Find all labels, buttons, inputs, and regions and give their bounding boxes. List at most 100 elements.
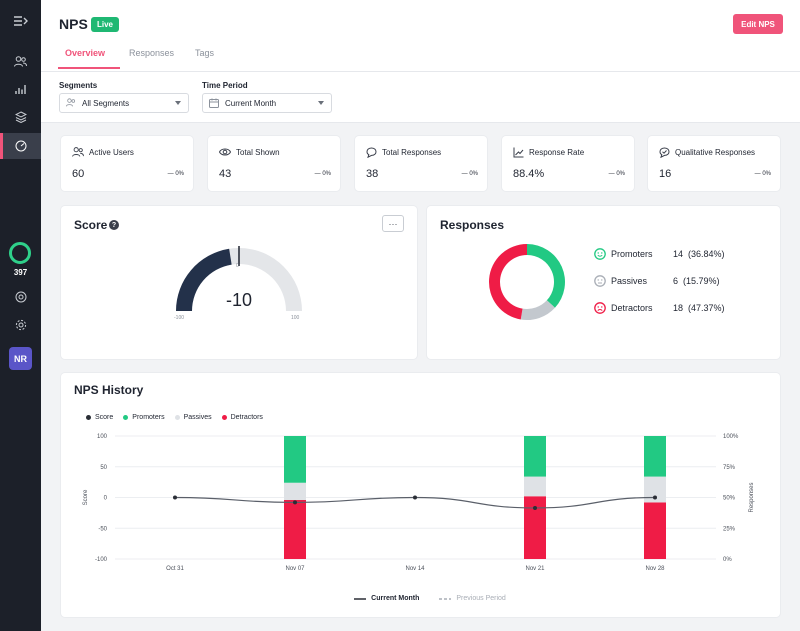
y-axis-label: Score: [83, 489, 89, 505]
score-point: [533, 505, 537, 510]
bar-passives: [644, 476, 666, 503]
score-gauge: [176, 246, 302, 311]
y2-tick-label: 50%: [723, 496, 736, 502]
legend-detractors: Detractors 18 (47.37%): [594, 302, 725, 314]
stat-value: 60: [72, 168, 85, 180]
layers-icon[interactable]: [0, 104, 41, 130]
bar-promoters: [644, 436, 666, 477]
stat-card-response-rate: Response Rate 88.4% — 0%: [502, 136, 634, 191]
calendar-icon: [209, 98, 219, 108]
legend-label: Passives: [183, 414, 212, 421]
y-tick-label: -100: [95, 557, 108, 563]
y-tick-label: -50: [98, 526, 107, 532]
stat-delta-value: 0%: [175, 171, 184, 177]
bar-passives: [284, 482, 306, 500]
page-title: NPS: [59, 16, 88, 32]
stat-value: 43: [219, 168, 232, 180]
stat-value: 16: [659, 168, 672, 180]
x-tick-label: Nov 07: [285, 566, 305, 572]
legend-detractors[interactable]: Detractors: [221, 414, 263, 421]
period-label: Time Period: [202, 81, 248, 90]
legend-label: Score: [95, 414, 114, 421]
edit-nps-button[interactable]: Edit NPS: [733, 14, 783, 34]
tab-overview[interactable]: Overview: [65, 48, 106, 58]
segments-value: All Segments: [82, 98, 130, 108]
stat-delta-value: 0%: [322, 171, 331, 177]
stat-label: Total Responses: [382, 148, 442, 157]
users-icon: [66, 98, 76, 108]
eye-icon: [219, 148, 231, 156]
legend-promoters[interactable]: Promoters: [123, 414, 165, 421]
legend-label: Promoters: [132, 414, 165, 421]
menu-expand-icon[interactable]: [0, 8, 41, 34]
y2-tick-label: 25%: [723, 526, 736, 532]
nps-gauge-icon[interactable]: [0, 133, 41, 159]
legend-current-month[interactable]: Current Month: [354, 595, 419, 602]
tab-tags[interactable]: Tags: [195, 48, 215, 58]
bar-detractors: [284, 499, 306, 559]
stat-delta: — 0%: [608, 171, 625, 177]
bar-detractors: [644, 502, 666, 559]
score-card: Score ? ··· -10 -100 100 0: [61, 206, 417, 359]
gauge-max-label: 100: [291, 315, 300, 321]
progress-count: 397: [13, 268, 28, 277]
stat-card-total-shown: Total Shown 43 — 0%: [208, 136, 340, 191]
users-icon: [72, 147, 84, 157]
more-options-button[interactable]: ···: [382, 215, 404, 232]
avatar[interactable]: NR: [9, 347, 32, 370]
gauge-min-label: -100: [174, 315, 185, 321]
bar-promoters: [284, 436, 306, 483]
help-icon[interactable]: ?: [109, 220, 119, 230]
responses-donut: [489, 244, 565, 320]
y2-axis-label: Responses: [749, 482, 755, 512]
stat-value: 38: [366, 168, 379, 180]
bar-promoters: [524, 436, 546, 477]
help-ring-icon[interactable]: [0, 284, 41, 310]
status-badge: Live: [91, 17, 120, 32]
period-legend: Current Month Previous Period: [61, 595, 799, 602]
score-point: [653, 495, 657, 500]
filter-bar: Segments All Segments Time Period Curren…: [41, 72, 800, 123]
stat-delta: — 0%: [461, 171, 478, 177]
responses-title: Responses: [440, 218, 505, 232]
y-tick-label: 100: [97, 434, 108, 440]
frown-icon: [594, 302, 606, 314]
progress-ring[interactable]: [9, 242, 31, 264]
y2-tick-label: 100%: [723, 434, 739, 440]
comment-icon: [659, 147, 670, 158]
nps-history-chart: 100 50 0 -50 -100 100% 75% 50% 25% 0% Score Respons…: [83, 434, 755, 572]
legend-passives: Passives 6 (15.79%): [594, 275, 720, 287]
donut-slice-detractors: [489, 244, 527, 320]
legend-passives[interactable]: Passives: [174, 414, 212, 421]
chevron-down-icon: [175, 101, 181, 105]
neutral-face-icon: [594, 275, 606, 287]
stat-value: 88.4%: [513, 168, 545, 180]
stat-delta-value: 0%: [469, 171, 478, 177]
period-select[interactable]: Current Month: [202, 93, 332, 113]
gauge-mid-label: 0: [236, 263, 239, 269]
tab-responses[interactable]: Responses: [129, 48, 175, 58]
score-point: [173, 495, 177, 500]
y2-tick-label: 75%: [723, 465, 736, 471]
segments-select[interactable]: All Segments: [59, 93, 189, 113]
settings-icon[interactable]: [0, 312, 41, 338]
stat-label: Qualitative Responses: [675, 148, 756, 157]
stat-card-qualitative-responses: Qualitative Responses 16 — 0%: [648, 136, 780, 191]
bar-chart-icon[interactable]: [0, 76, 41, 102]
bar-passives: [524, 476, 546, 497]
tab-active-indicator: [58, 67, 120, 69]
bar-detractors: [524, 496, 546, 559]
legend-score[interactable]: Score: [86, 414, 113, 421]
y2-tick-label: 0%: [723, 557, 732, 563]
legend-count: 18: [673, 303, 684, 313]
stat-label: Total Shown: [236, 147, 280, 157]
stat-delta-value: 0%: [616, 171, 625, 177]
users-icon[interactable]: [0, 48, 41, 74]
y-tick-label: 50: [100, 465, 107, 471]
stat-delta: — 0%: [167, 171, 184, 177]
sidebar: 397 NR: [0, 0, 41, 631]
trend-icon: [513, 147, 524, 158]
legend-label: Previous Period: [456, 595, 506, 602]
legend-label: Detractors: [230, 414, 263, 421]
legend-previous-period[interactable]: Previous Period: [439, 595, 506, 602]
